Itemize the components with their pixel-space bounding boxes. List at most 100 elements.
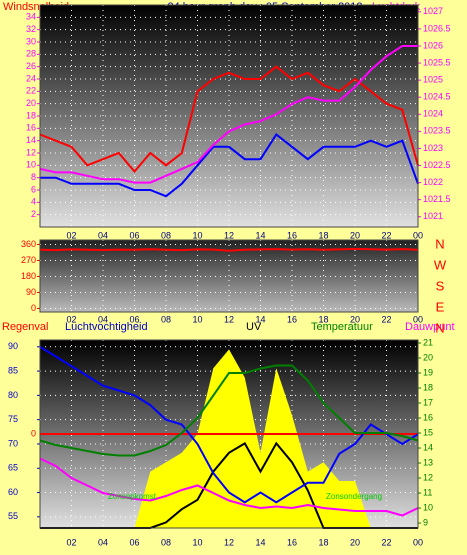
- x-tick-label: 00: [413, 537, 423, 547]
- x-tick-label: 22: [381, 314, 391, 324]
- x-tick-label: 18: [318, 314, 328, 324]
- y-tick-label: 80: [8, 390, 18, 400]
- y2-tick-label: 17: [423, 397, 433, 407]
- annotation: Zonsopkomst: [108, 492, 157, 501]
- plot-border: [39, 239, 419, 313]
- y-tick-label: 30: [26, 36, 36, 46]
- y-tick-label: 14: [26, 135, 36, 145]
- uv-label: UV: [246, 321, 262, 333]
- y-tick-label: 10: [26, 160, 36, 170]
- y2-tick-label: 1027: [423, 6, 443, 16]
- y-tick-label: 90: [26, 287, 36, 297]
- y-tick-label: 55: [8, 511, 18, 521]
- y2-tick-label: 1022: [423, 177, 443, 187]
- y2-tick-label: 1021.5: [423, 194, 451, 204]
- rain-tick-label: 0: [31, 428, 36, 438]
- y-tick-label: 22: [26, 86, 36, 96]
- y-tick-label: 8: [31, 172, 36, 182]
- x-tick-label: 12: [224, 537, 234, 547]
- y2-tick-label: 1021: [423, 211, 443, 221]
- y2-tick-label: 16: [423, 412, 433, 422]
- annotation: Zonsondergang: [326, 492, 382, 501]
- x-tick-label: 14: [255, 230, 265, 240]
- x-tick-label: 02: [66, 230, 76, 240]
- x-tick-label: 12: [224, 314, 234, 324]
- y2-tick-label: 1025: [423, 75, 443, 85]
- x-tick-label: 10: [192, 230, 202, 240]
- y2-tick-label: 1026.5: [423, 23, 451, 33]
- line: [39, 65, 419, 174]
- humidity-label: Luchtvochtigheid: [65, 321, 148, 333]
- y2-tick-label: 12: [423, 472, 433, 482]
- x-tick-label: 16: [287, 314, 297, 324]
- x-tick-label: 02: [66, 537, 76, 547]
- x-tick-label: 00: [413, 230, 423, 240]
- x-tick-label: 00: [413, 314, 423, 324]
- line: [39, 247, 419, 252]
- y2-tick-label: 14: [423, 442, 433, 452]
- y2-tick-label: 1023.5: [423, 126, 451, 136]
- y-tick-label: 180: [21, 271, 36, 281]
- x-tick-label: 04: [98, 230, 108, 240]
- y2-tick-label: 10: [423, 502, 433, 512]
- y-tick-label: 16: [26, 123, 36, 133]
- x-tick-label: 04: [98, 314, 108, 324]
- x-tick-label: 08: [161, 314, 171, 324]
- y-tick-label: 4: [31, 197, 36, 207]
- y-tick-label: 90: [8, 341, 18, 351]
- y2-tick-label: 1026: [423, 40, 443, 50]
- plot-border: [39, 339, 419, 529]
- x-tick-label: 20: [350, 537, 360, 547]
- y2-tick-label: 9: [423, 517, 428, 527]
- y2-tick-label: 1024: [423, 109, 443, 119]
- x-tick-label: 10: [192, 537, 202, 547]
- direction-label: N: [435, 320, 444, 335]
- line: [39, 345, 419, 504]
- x-tick-label: 06: [129, 230, 139, 240]
- y2-tick-label: 13: [423, 457, 433, 467]
- line: [39, 364, 419, 457]
- y-tick-label: 85: [8, 365, 18, 375]
- x-tick-label: 14: [255, 314, 265, 324]
- x-tick-label: 06: [129, 314, 139, 324]
- y-tick-label: 2: [31, 209, 36, 219]
- y-tick-label: 24: [26, 73, 36, 83]
- y-tick-label: 0: [31, 303, 36, 313]
- x-tick-label: 16: [287, 537, 297, 547]
- y2-tick-label: 15: [423, 427, 433, 437]
- direction-label: S: [436, 278, 445, 293]
- temperature-label: Temperatuur: [311, 321, 373, 333]
- x-tick-label: 16: [287, 230, 297, 240]
- x-tick-label: 08: [161, 230, 171, 240]
- x-tick-label: 20: [350, 230, 360, 240]
- y2-tick-label: 21: [423, 337, 433, 347]
- x-tick-label: 22: [381, 537, 391, 547]
- x-tick-label: 04: [98, 537, 108, 547]
- y2-tick-label: 19: [423, 367, 433, 377]
- direction-label: E: [436, 299, 445, 314]
- x-tick-label: 22: [381, 230, 391, 240]
- x-tick-label: 14: [255, 537, 265, 547]
- y-tick-label: 6: [31, 184, 36, 194]
- y2-tick-label: 1025.5: [423, 57, 451, 67]
- plot-border: [39, 4, 419, 228]
- y2-tick-label: 1023: [423, 143, 443, 153]
- direction-label: W: [434, 257, 447, 272]
- x-tick-label: 18: [318, 537, 328, 547]
- y-tick-label: 60: [8, 487, 18, 497]
- y-tick-label: 65: [8, 463, 18, 473]
- y-tick-label: 360: [21, 239, 36, 249]
- y-tick-label: 12: [26, 147, 36, 157]
- x-tick-label: 08: [161, 537, 171, 547]
- line: [39, 45, 418, 184]
- y-tick-label: 270: [21, 255, 36, 265]
- rain-label: Regenval: [2, 321, 48, 333]
- x-tick-label: 12: [224, 230, 234, 240]
- x-tick-label: 18: [318, 230, 328, 240]
- y-tick-label: 26: [26, 61, 36, 71]
- line: [39, 457, 419, 517]
- x-tick-label: 10: [192, 314, 202, 324]
- direction-label: N: [435, 236, 444, 251]
- y2-tick-label: 18: [423, 382, 433, 392]
- dewpoint-label: Dauwpunt: [405, 321, 455, 333]
